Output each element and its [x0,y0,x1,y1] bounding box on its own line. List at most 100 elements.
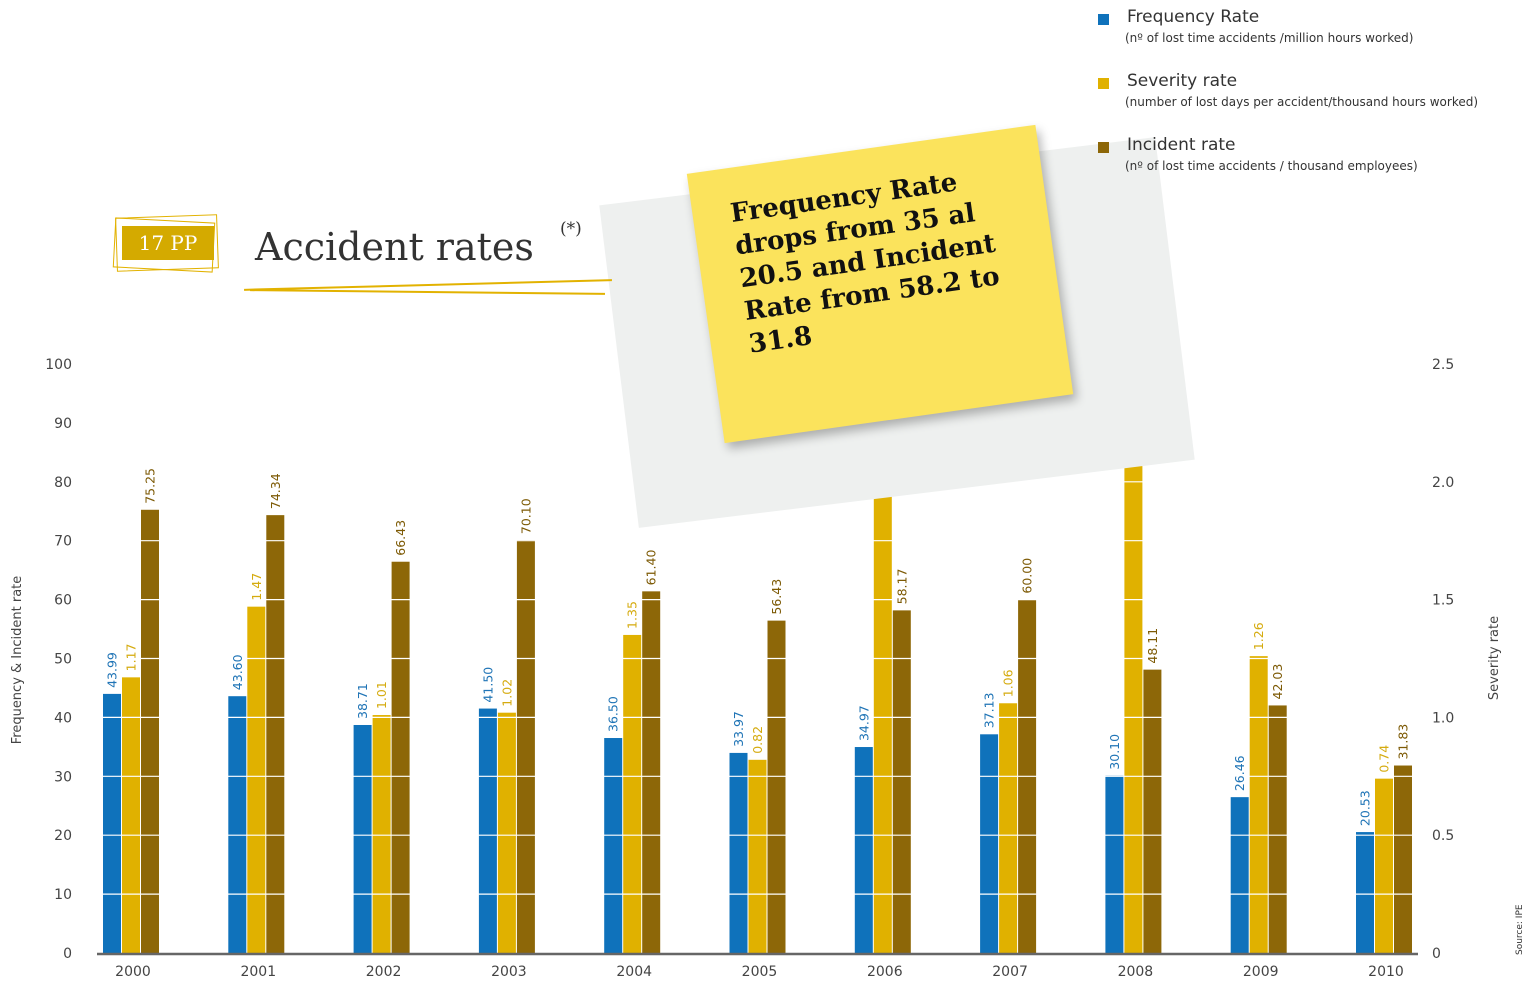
bar-incident-rate-2006 [892,610,911,953]
data-label: 56.43 [769,579,784,615]
legend-name: Incident rate [1127,135,1236,155]
page-badge: 17 PP [112,214,219,273]
y-tick-label: 20 [54,828,72,844]
bar-severity-rate-2004 [623,634,642,953]
source-label: Source: IPE [1515,904,1525,955]
y-tick-label: 80 [54,475,72,491]
data-label: 0.82 [750,726,765,754]
bar-frequency-rate-2001 [228,696,247,953]
y-axis-title: Frequency & Incident rate [10,576,25,745]
bar-frequency-rate-2006 [854,747,873,953]
x-tick-label: 2001 [240,964,276,980]
bar-incident-rate-2010 [1394,765,1412,953]
x-tick-label: 2005 [742,964,778,980]
data-label: 30.10 [1107,734,1122,770]
bar-incident-rate-2000 [141,509,159,953]
data-label: 37.13 [982,693,997,729]
y-tick-label: 0 [63,946,72,962]
data-label: 0.74 [1377,745,1392,773]
data-label: 48.11 [1145,628,1160,664]
data-label: 1.17 [124,644,139,672]
x-tick-label: 2002 [366,964,402,980]
bar-incident-rate-2002 [391,561,410,953]
bar-incident-rate-2003 [516,540,535,953]
bar-severity-rate-2000 [122,677,140,953]
data-label: 1.47 [249,573,264,601]
x-tick-label: 2000 [115,964,151,980]
bar-severity-rate-2001 [247,606,266,953]
badge-label: 17 PP [122,226,214,260]
data-label: 60.00 [1020,558,1035,594]
bar-severity-rate-2007 [999,703,1018,953]
data-label: 1.06 [1001,669,1016,697]
sticky-note: Frequency Rate drops from 35 al 20.5 and… [686,124,1074,444]
data-label: 1.35 [625,601,640,629]
bar-frequency-rate-2003 [478,708,497,953]
bar-frequency-rate-2009 [1230,797,1249,953]
bar-incident-rate-2008 [1143,669,1162,953]
legend-desc: (nº of lost time accidents /million hour… [1125,31,1414,45]
y-tick-label: 100 [45,357,72,373]
y2-tick-label: 1.0 [1432,710,1454,726]
page-title: Accident rates [255,225,534,269]
data-label: 75.25 [143,468,158,504]
data-label: 33.97 [731,711,746,747]
x-tick-label: 2008 [1118,964,1154,980]
data-label: 1.02 [499,679,514,707]
bar-incident-rate-2004 [642,591,661,953]
legend-desc: (number of lost days per accident/thousa… [1125,95,1479,109]
data-label: 26.46 [1232,755,1247,791]
data-label: 31.83 [1396,724,1411,760]
x-tick-label: 2009 [1243,964,1279,980]
bar-incident-rate-2005 [767,620,786,953]
legend-swatch-severity [1098,78,1109,89]
data-label: 20.53 [1358,790,1373,826]
y-tick-label: 60 [54,593,72,609]
legend-name: Frequency Rate [1127,7,1260,27]
data-label: 36.50 [606,696,621,732]
data-label: 1.01 [374,681,389,709]
legend-desc: (nº of lost time accidents / thousand em… [1125,159,1418,173]
bar-severity-rate-2002 [372,715,391,953]
sticky-note-text: Frequency Rate drops from 35 al 20.5 and… [728,167,1002,360]
bar-severity-rate-2010 [1375,778,1393,953]
y2-tick-label: 2.5 [1432,357,1454,373]
y-tick-label: 50 [54,652,72,668]
data-label: 61.40 [644,550,659,586]
bar-severity-rate-2008 [1124,425,1143,954]
x-tick-label: 2007 [992,964,1028,980]
y-tick-label: 70 [54,534,72,550]
bar-incident-rate-2001 [266,515,285,953]
data-label: 43.60 [230,654,245,690]
y2-tick-label: 0 [1432,946,1441,962]
data-label: 34.97 [856,705,871,741]
bar-frequency-rate-2000 [103,693,121,953]
data-label: 43.99 [105,652,120,688]
x-tick-label: 2003 [491,964,527,980]
bar-frequency-rate-2008 [1105,775,1124,953]
bar-severity-rate-2006 [873,486,892,953]
bar-frequency-rate-2004 [604,738,623,953]
legend-swatch-frequency [1098,14,1109,25]
y-tick-label: 10 [54,887,72,903]
y2-axis-title: Severity rate [1487,616,1502,700]
data-label: 42.03 [1270,664,1285,700]
y-tick-label: 40 [54,710,72,726]
data-label: 58.17 [894,569,909,605]
bar-frequency-rate-2010 [1356,832,1374,953]
y2-tick-label: 1.5 [1432,593,1454,609]
y-tick-label: 30 [54,769,72,785]
data-label: 38.71 [355,683,370,719]
x-tick-label: 2010 [1368,964,1404,980]
x-tick-label: 2006 [867,964,903,980]
legend-swatch-incident [1098,142,1109,153]
bar-severity-rate-2005 [748,759,767,953]
data-label: 70.10 [518,498,533,534]
bar-frequency-rate-2007 [980,734,999,953]
data-label: 1.26 [1251,622,1266,650]
bar-severity-rate-2009 [1249,656,1268,953]
x-tick-label: 2004 [616,964,652,980]
data-label: 41.50 [480,667,495,703]
y-tick-label: 90 [54,416,72,432]
